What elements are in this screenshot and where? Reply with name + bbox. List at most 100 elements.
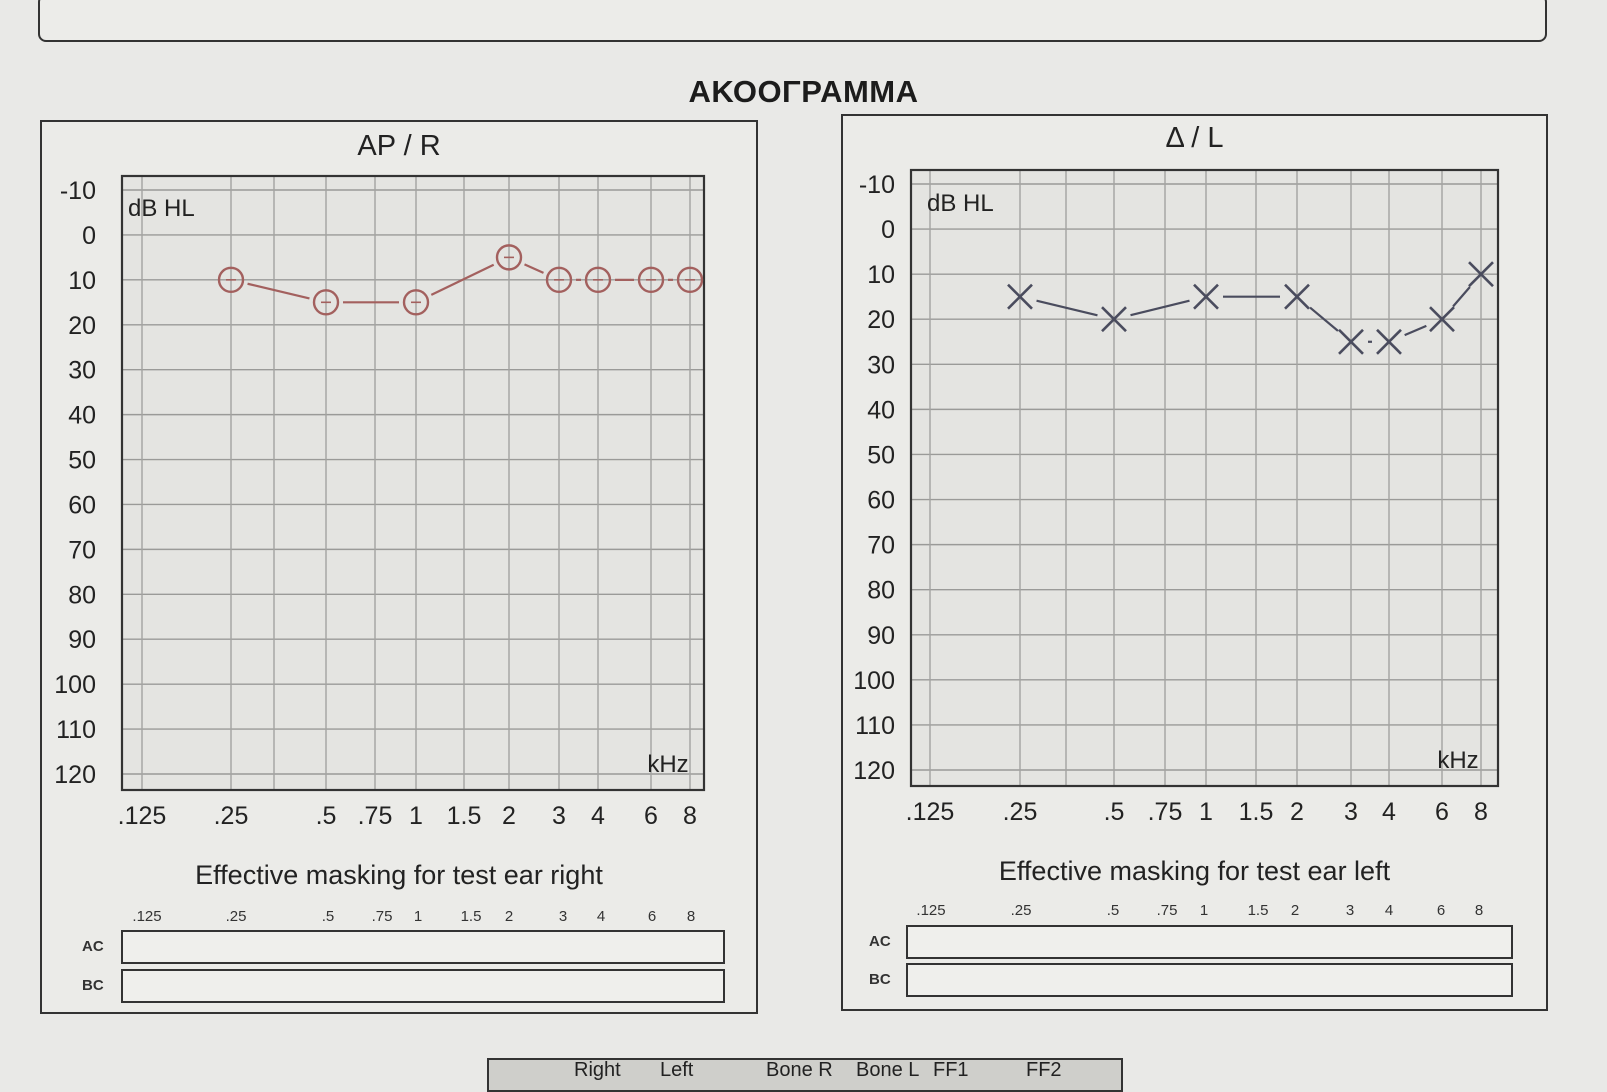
data-point: [1101, 306, 1127, 333]
y-axis-label: dB HL: [927, 190, 994, 217]
series-segment: [1309, 306, 1339, 332]
legend-item: Bone L: [856, 1059, 920, 1081]
data-point: [495, 244, 523, 271]
y-tick-label: 30: [867, 351, 895, 379]
data-point: [637, 266, 665, 294]
series-segment: [430, 263, 495, 296]
x-tick-label: .75: [1148, 798, 1183, 826]
masking-tick-label: 8: [686, 908, 696, 925]
left-ear-title: Δ / L: [1165, 122, 1224, 154]
x-tick-label: 4: [591, 802, 605, 830]
masking-tick-label: .25: [1010, 902, 1032, 919]
masking-tick-label: 4: [1384, 902, 1394, 919]
series-segment: [1130, 299, 1190, 317]
x-tick-label: .5: [1104, 798, 1125, 826]
right-masking-title: Effective masking for test ear right: [195, 860, 603, 890]
x-tick-label: .25: [214, 802, 249, 830]
y-tick-label: 40: [68, 402, 96, 430]
x-tick-label: 1: [409, 802, 423, 830]
x-tick-label: 3: [1344, 798, 1358, 826]
cross-stroke: [1468, 261, 1494, 288]
x-tick-label: .25: [1003, 798, 1038, 826]
y-tick-label: 30: [68, 357, 96, 385]
y-tick-label: -10: [60, 177, 96, 205]
series-segment: [1452, 286, 1471, 308]
x-axis-label: kHz: [647, 751, 688, 778]
legend-item: Left: [660, 1059, 694, 1081]
masking-ac-row[interactable]: [906, 925, 1513, 959]
y-tick-label: 120: [853, 757, 895, 785]
data-point: [1468, 261, 1494, 288]
y-tick-label: 20: [68, 312, 96, 340]
masking-tick-label: .5: [321, 908, 335, 925]
y-tick-label: 70: [68, 536, 96, 564]
patient-info-box: [38, 0, 1547, 42]
x-tick-label: 8: [1474, 798, 1488, 826]
data-point: [1284, 283, 1310, 310]
y-tick-label: 60: [867, 487, 895, 515]
x-tick-label: 4: [1382, 798, 1396, 826]
masking-tick-label: 8: [1474, 902, 1484, 919]
masking-tick-label: 1.5: [1247, 902, 1269, 919]
x-tick-label: .125: [906, 798, 955, 826]
masking-tick-label: 2: [504, 908, 514, 925]
x-tick-label: 3: [552, 802, 566, 830]
y-tick-label: 60: [68, 491, 96, 519]
masking-tick-label: .25: [225, 908, 247, 925]
page-title: ΑΚΟΟΓΡΑΜΜΑ: [688, 74, 919, 109]
audiogram-left: -10 0 10 20 30 40 50 60 70 80 90 100 110 120 .125 .25 .5…: [853, 168, 1500, 826]
y-tick-label: 50: [867, 441, 895, 469]
masking-tick-label: 6: [1436, 902, 1446, 919]
masking-tick-label: .75: [1156, 902, 1178, 919]
masking-tick-label: .5: [1106, 902, 1120, 919]
plot-border: [909, 168, 1500, 788]
x-tick-label: 8: [683, 802, 697, 830]
data-point: [584, 266, 612, 294]
masking-row-label: AC: [869, 933, 891, 950]
y-axis-label: dB HL: [128, 195, 195, 222]
right-ear-title: AP / R: [357, 130, 441, 162]
x-tick-label: .125: [118, 802, 167, 830]
y-tick-label: 90: [867, 622, 895, 650]
masking-tick-label: 3: [1345, 902, 1355, 919]
masking-bc-row[interactable]: [121, 969, 725, 1003]
x-tick-label: 6: [1435, 798, 1449, 826]
data-point: [1376, 328, 1402, 355]
legend-item: FF2: [1026, 1059, 1062, 1081]
y-tick-label: 100: [853, 667, 895, 695]
legend-item: Right: [574, 1059, 621, 1081]
masking-tick-label: .75: [371, 908, 393, 925]
data-point: [312, 289, 340, 316]
y-tick-label: 0: [82, 222, 96, 250]
y-tick-label: 20: [867, 306, 895, 334]
data-point: [217, 266, 245, 294]
x-tick-label: .5: [316, 802, 337, 830]
cross-stroke: [1193, 283, 1219, 310]
x-tick-label: 2: [1290, 798, 1304, 826]
y-tick-label: 110: [855, 712, 895, 740]
y-tick-label: -10: [859, 171, 895, 199]
x-tick-label: 6: [644, 802, 658, 830]
masking-tick-label: .125: [916, 902, 946, 919]
series-segment: [1036, 299, 1098, 317]
cross-stroke: [1284, 283, 1310, 310]
data-point: [1193, 283, 1219, 310]
y-tick-label: 50: [68, 447, 96, 475]
plot-background: [122, 176, 704, 790]
series-segment: [247, 282, 310, 300]
y-tick-label: 80: [68, 581, 96, 609]
masking-tick-label: 4: [596, 908, 606, 925]
masking-tick-label: 1.5: [460, 908, 482, 925]
plot-background: [911, 170, 1498, 786]
data-point: [1338, 328, 1364, 355]
y-tick-label: 100: [54, 671, 96, 699]
x-tick-label: 2: [502, 802, 516, 830]
masking-ac-row[interactable]: [121, 930, 725, 964]
masking-bc-row[interactable]: [906, 963, 1513, 997]
cross-stroke: [1429, 306, 1455, 333]
left-masking-title: Effective masking for test ear left: [998, 856, 1391, 886]
legend-item: Bone R: [766, 1059, 833, 1081]
y-tick-label: 0: [881, 216, 895, 244]
cross-stroke: [1338, 328, 1364, 355]
